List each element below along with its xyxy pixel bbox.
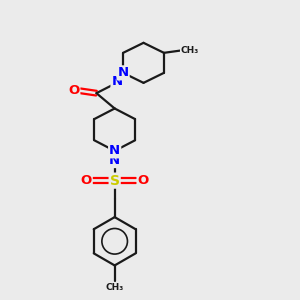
Text: N: N bbox=[118, 66, 129, 80]
Text: O: O bbox=[68, 84, 80, 97]
Text: CH₃: CH₃ bbox=[181, 46, 199, 55]
Text: N: N bbox=[109, 144, 120, 158]
Text: N: N bbox=[112, 76, 123, 88]
Text: CH₃: CH₃ bbox=[106, 283, 124, 292]
Text: O: O bbox=[138, 174, 149, 187]
Text: S: S bbox=[110, 174, 120, 188]
Text: N: N bbox=[109, 154, 120, 167]
Text: O: O bbox=[80, 174, 92, 187]
